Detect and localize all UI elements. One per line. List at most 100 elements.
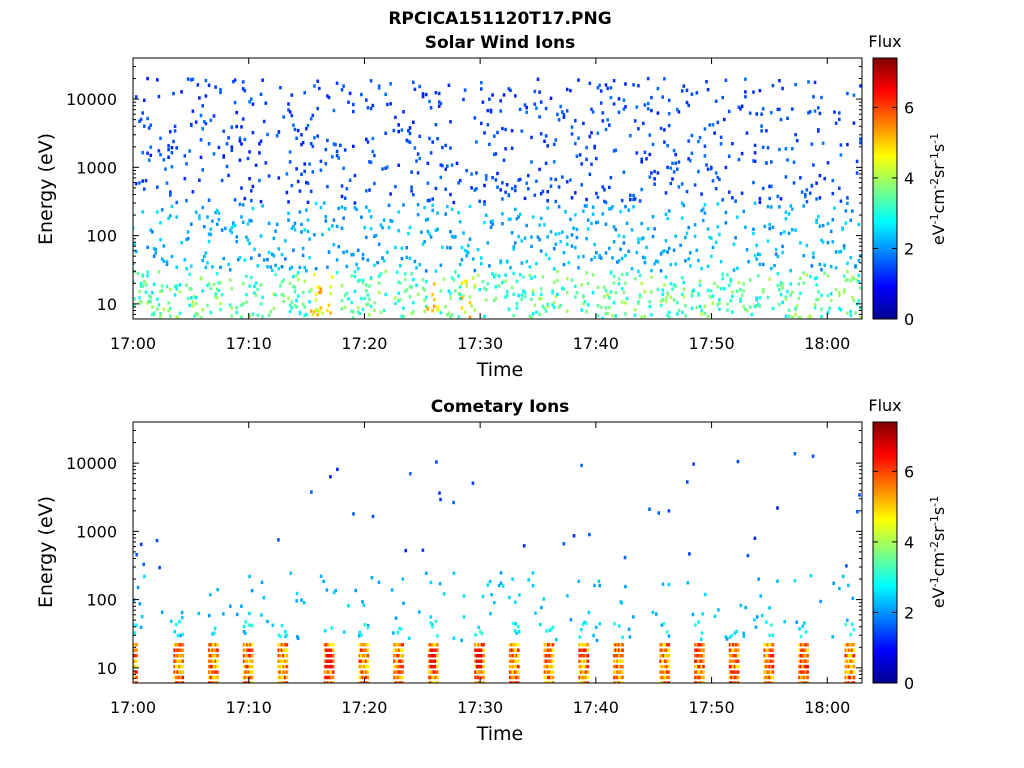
heatmap-cell (277, 633, 281, 637)
heatmap-cell (765, 664, 768, 669)
heatmap-cell (614, 654, 618, 658)
heatmap-cell (339, 143, 342, 147)
heatmap-cell (183, 258, 187, 262)
heatmap-cell (208, 664, 211, 669)
heatmap-cell (561, 175, 564, 179)
heatmap-cell (141, 210, 144, 214)
heatmap-cell (793, 452, 797, 456)
heatmap-cell (546, 654, 550, 658)
heatmap-cell (753, 159, 757, 163)
heatmap-cell (806, 648, 809, 652)
heatmap-cell (216, 648, 219, 652)
heatmap-cell (133, 654, 137, 658)
heatmap-cell (746, 553, 750, 558)
heatmap-cell (815, 283, 818, 287)
heatmap-cell (546, 670, 550, 674)
heatmap-cell (807, 80, 810, 84)
heatmap-cell (465, 168, 468, 173)
heatmap-cell (733, 631, 737, 635)
heatmap-cell (700, 266, 703, 271)
heatmap-cell (544, 252, 548, 257)
heatmap-cell (677, 308, 681, 313)
heatmap-cell (661, 675, 664, 680)
heatmap-cell (754, 625, 758, 629)
heatmap-cell (846, 91, 849, 96)
heatmap-cell (394, 659, 398, 663)
heatmap-cell (277, 643, 281, 647)
heatmap-cell (664, 296, 668, 301)
heatmap-cell (736, 215, 739, 219)
heatmap-cell (379, 272, 383, 276)
heatmap-cell (786, 158, 789, 162)
heatmap-cell (403, 277, 407, 282)
heatmap-cell (154, 251, 157, 255)
heatmap-cell (556, 269, 559, 274)
heatmap-cell (248, 150, 251, 154)
heatmap-cell (296, 179, 300, 184)
heatmap-cell (435, 460, 438, 464)
heatmap-cell (789, 282, 792, 286)
heatmap-cell (353, 270, 357, 274)
heatmap-cell (159, 136, 162, 140)
heatmap-cell (240, 315, 243, 319)
heatmap-cell (831, 240, 835, 244)
heatmap-cell (723, 287, 726, 291)
heatmap-cell (366, 670, 370, 674)
heatmap-cell (781, 282, 784, 286)
heatmap-cell (238, 202, 242, 206)
heatmap-cell (752, 180, 755, 185)
heatmap-cell (849, 670, 852, 674)
heatmap-cell (199, 113, 203, 118)
heatmap-cell (326, 184, 329, 189)
heatmap-cell (340, 88, 344, 92)
heatmap-cell (849, 255, 852, 260)
heatmap-cell (423, 205, 426, 210)
heatmap-cell (613, 659, 616, 663)
heatmap-cell (249, 623, 252, 628)
heatmap-cell (213, 626, 217, 631)
heatmap-cell (216, 659, 219, 663)
heatmap-cell (849, 654, 852, 658)
heatmap-cell (663, 283, 666, 287)
heatmap-cell (490, 592, 493, 597)
heatmap-cell (841, 574, 845, 579)
heatmap-cell (316, 106, 319, 111)
heatmap-cell (508, 659, 512, 663)
heatmap-cell (176, 633, 180, 638)
heatmap-cell (682, 280, 686, 285)
heatmap-cell (458, 262, 462, 267)
heatmap-cell (482, 681, 485, 683)
heatmap-cell (328, 681, 332, 683)
heatmap-cell (305, 127, 308, 131)
heatmap-cell (732, 648, 735, 652)
heatmap-cell (703, 304, 707, 309)
y-tick-label: 1000 (76, 522, 117, 541)
heatmap-cell (444, 143, 447, 148)
heatmap-cell (574, 284, 577, 289)
heatmap-cell (232, 224, 235, 228)
heatmap-cell (794, 133, 797, 137)
heatmap-cell (347, 604, 350, 608)
heatmap-cell (242, 675, 246, 680)
heatmap-cell (279, 643, 282, 647)
heatmap-cell (394, 675, 398, 680)
heatmap-cell (539, 292, 543, 296)
heatmap-cell (479, 654, 482, 658)
heatmap-cell (659, 252, 663, 256)
heatmap-cell (812, 95, 815, 99)
heatmap-cell (219, 265, 222, 269)
heatmap-cell (475, 681, 479, 683)
heatmap-cell (801, 654, 805, 658)
heatmap-cell (282, 675, 285, 680)
heatmap-cell (303, 228, 306, 232)
heatmap-cell (784, 314, 788, 318)
heatmap-cell (345, 187, 349, 191)
heatmap-cell (242, 670, 246, 674)
heatmap-cell (181, 675, 185, 680)
heatmap-cell (173, 284, 177, 289)
heatmap-cell (682, 294, 686, 299)
heatmap-cell (755, 257, 758, 261)
heatmap-cell (513, 629, 517, 633)
heatmap-cell (619, 664, 623, 669)
heatmap-cell (178, 659, 181, 663)
